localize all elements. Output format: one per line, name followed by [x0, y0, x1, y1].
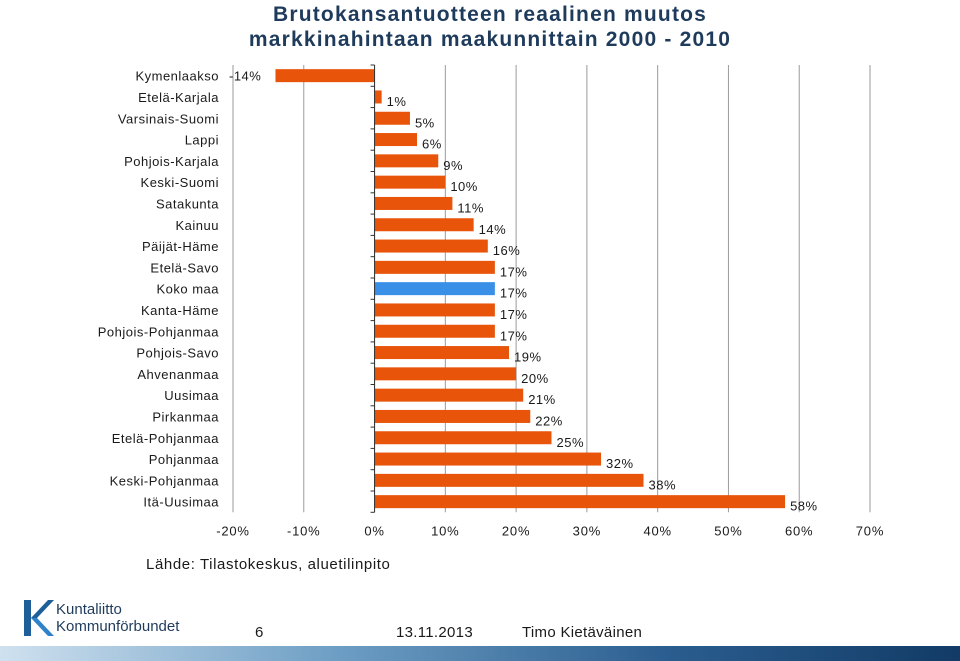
- x-tick-label: 30%: [573, 523, 601, 538]
- data-label: 10%: [450, 179, 478, 194]
- bar: [374, 346, 510, 360]
- chart-title-line-2: markkinahintaan maakunnittain 2000 - 201…: [248, 28, 732, 51]
- category-label: Etelä-Pohjanmaa: [112, 431, 219, 446]
- source-note: Lähde: Tilastokeskus, aluetilinpito: [146, 556, 391, 573]
- category-label: Pirkanmaa: [152, 409, 219, 424]
- logo-line-2: Kommunförbundet: [56, 618, 180, 635]
- x-tick-label: -10%: [287, 523, 321, 538]
- axes: [370, 64, 376, 513]
- data-label: 38%: [649, 477, 677, 492]
- bar: [374, 196, 453, 210]
- data-label: 16%: [493, 243, 521, 258]
- bar: [374, 90, 382, 104]
- category-label: Satakunta: [156, 196, 219, 211]
- category-label: Päijät-Häme: [142, 239, 219, 254]
- x-tick-label: -20%: [216, 523, 250, 538]
- category-label: Varsinais-Suomi: [118, 111, 219, 126]
- grid-lines: [232, 65, 871, 513]
- data-label: 17%: [500, 264, 528, 279]
- category-label: Pohjanmaa: [149, 452, 220, 467]
- bars: [275, 69, 786, 509]
- page-number: 6: [255, 624, 264, 641]
- category-label: Pohjois-Karjala: [124, 154, 219, 169]
- x-tick-label: 10%: [431, 523, 459, 538]
- data-label: -14%: [229, 69, 261, 84]
- bar: [374, 367, 517, 381]
- data-label: 9%: [443, 158, 463, 173]
- bar: [374, 133, 418, 147]
- data-label: 22%: [535, 413, 563, 428]
- bar: [374, 324, 495, 338]
- category-label: Ahvenanmaa: [137, 367, 219, 382]
- data-label: 32%: [606, 456, 634, 471]
- category-label: Etelä-Savo: [150, 260, 219, 275]
- x-tick-label: 60%: [785, 523, 813, 538]
- bar: [374, 473, 644, 487]
- x-tick-label: 70%: [856, 523, 884, 538]
- x-tick-label: 0%: [364, 523, 384, 538]
- x-tick-label: 20%: [502, 523, 530, 538]
- data-label: 58%: [790, 499, 818, 514]
- bar: [374, 111, 410, 125]
- data-label: 17%: [500, 328, 528, 343]
- data-label: 1%: [387, 94, 407, 109]
- category-labels: Kymenlaakso Etelä-Karjala Varsinais-Suomi L…: [98, 69, 220, 510]
- category-label: Keski-Pohjanmaa: [110, 473, 220, 488]
- bar: [374, 452, 602, 466]
- category-label: Kymenlaakso: [135, 69, 219, 84]
- data-label: 6%: [422, 137, 442, 152]
- category-label: Koko maa: [156, 282, 219, 297]
- category-label: Lappi: [185, 133, 219, 148]
- bar: [374, 409, 531, 423]
- data-label: 5%: [415, 115, 435, 130]
- category-label: Kainuu: [176, 218, 219, 233]
- category-label: Keski-Suomi: [141, 175, 219, 190]
- category-label: Pohjois-Savo: [136, 346, 219, 361]
- x-tick-label: 50%: [714, 523, 742, 538]
- chart-title-line-1: Brutokansantuotteen reaalinen muutos: [272, 3, 708, 26]
- x-tick-label: 40%: [643, 523, 671, 538]
- data-label: 11%: [457, 200, 484, 215]
- bar: [374, 260, 495, 274]
- data-label: 14%: [479, 222, 507, 237]
- chart-title: Brutokansantuotteen reaalinen muutos mar…: [200, 2, 780, 52]
- bar: [374, 431, 552, 445]
- kuntaliitto-logo-icon: [24, 600, 54, 636]
- bar: [374, 239, 488, 253]
- footer-date: 13.11.2013: [396, 624, 473, 641]
- category-label: Etelä-Karjala: [138, 90, 219, 105]
- bar: [374, 303, 495, 317]
- data-label: 20%: [521, 371, 549, 386]
- logo-wordmark: Kuntaliitto Kommunförbundet: [56, 601, 179, 635]
- category-label: Itä-Uusimaa: [143, 495, 219, 510]
- data-label: 17%: [500, 286, 528, 301]
- category-label: Kanta-Häme: [141, 303, 219, 318]
- category-label: Pohjois-Pohjanmaa: [98, 324, 220, 339]
- x-tick-labels: -20% -10% 0% 10% 20% 30% 40% 50% 60% 70%: [216, 523, 884, 538]
- bar: [374, 175, 446, 189]
- data-label: 25%: [557, 435, 585, 450]
- bar: [275, 69, 375, 83]
- footer-author: Timo Kietäväinen: [522, 624, 643, 641]
- footer-band: [0, 646, 960, 661]
- bar: [374, 282, 495, 296]
- bar: [374, 154, 439, 168]
- data-label: 19%: [514, 350, 542, 365]
- logo-line-1: Kuntaliitto: [56, 601, 122, 618]
- value-labels: -14% 1% 5% 6%9% 10% 11% 14% 16% 17% 17% 17% 17% 19% 2…: [229, 69, 818, 514]
- category-label: Uusimaa: [164, 388, 219, 403]
- data-label: 17%: [500, 307, 528, 322]
- bar: [374, 218, 474, 232]
- bar: [374, 495, 786, 509]
- bar: [374, 388, 524, 402]
- data-label: 21%: [528, 392, 556, 407]
